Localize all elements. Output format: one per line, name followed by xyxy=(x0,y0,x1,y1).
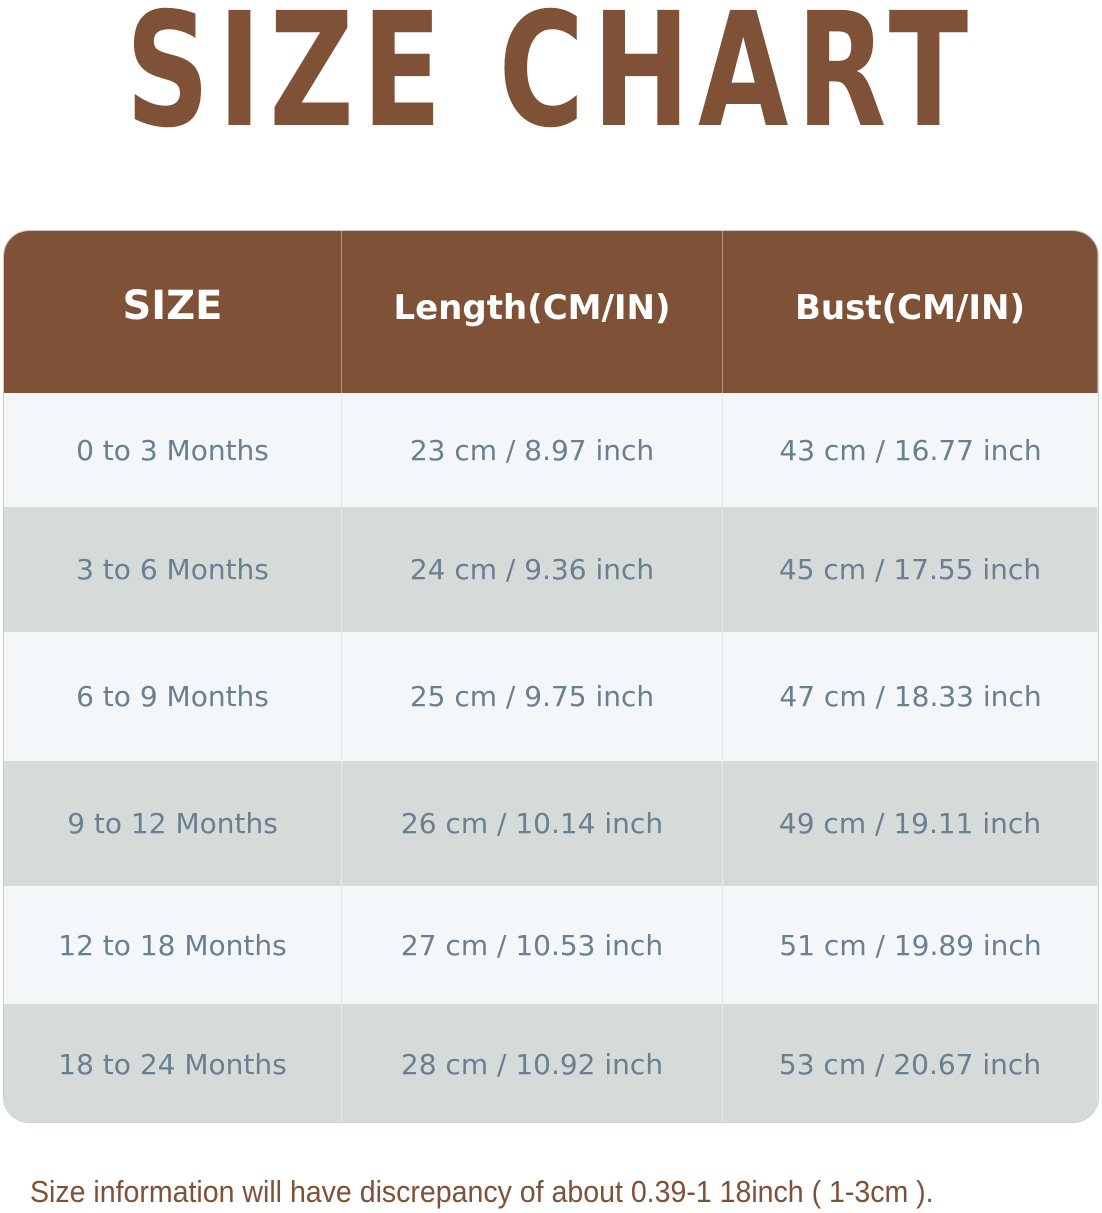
table-row: 9 to 12 Months 26 cm / 10.14 inch 49 cm … xyxy=(4,761,1098,886)
bust-cell: 51 cm / 19.89 inch xyxy=(779,928,1042,962)
size-cell: 6 to 9 Months xyxy=(4,632,342,761)
bust-cell: 49 cm / 19.11 inch xyxy=(723,761,1098,886)
table-row: 0 to 3 Months 23 cm / 8.97 inch 43 cm / … xyxy=(4,393,1098,507)
table-row: 12 to 18 Months 27 cm / 10.53 inch 51 cm… xyxy=(4,886,1098,1004)
table-row: 6 to 9 Months 25 cm / 9.75 inch 47 cm / … xyxy=(4,632,1098,761)
table-row: 18 to 24 Months 28 cm / 10.92 inch 53 cm… xyxy=(4,1004,1098,1122)
bust-cell: 45 cm / 17.55 inch xyxy=(723,507,1098,632)
size-cell: 9 to 12 Months xyxy=(4,761,342,886)
length-cell: 26 cm / 10.14 inch xyxy=(342,761,723,886)
size-cell: 0 to 3 Months xyxy=(4,393,342,507)
bust-cell: 43 cm / 16.77 inch xyxy=(779,433,1042,467)
length-cell: 27 cm / 10.53 inch xyxy=(342,886,723,1004)
discrepancy-note: Size information will have discrepancy o… xyxy=(30,1174,934,1209)
header-bust: Bust(CM/IN) xyxy=(723,231,1098,393)
length-cell: 28 cm / 10.92 inch xyxy=(342,1004,723,1122)
length-cell: 25 cm / 9.75 inch xyxy=(342,632,723,761)
length-cell: 23 cm / 8.97 inch xyxy=(342,393,723,507)
size-cell: 18 to 24 Months xyxy=(4,1004,342,1122)
table-header: SIZE Length(CM/IN) Bust(CM/IN) xyxy=(4,231,1098,393)
page-title: SIZE CHART xyxy=(125,0,977,163)
size-cell: 3 to 6 Months xyxy=(4,507,342,632)
header-length: Length(CM/IN) xyxy=(342,231,723,393)
bust-cell: 47 cm / 18.33 inch xyxy=(779,680,1042,713)
length-cell: 24 cm / 9.36 inch xyxy=(342,507,723,632)
table-row: 3 to 6 Months 24 cm / 9.36 inch 45 cm / … xyxy=(4,507,1098,632)
size-chart-table: SIZE Length(CM/IN) Bust(CM/IN) 0 to 3 Mo… xyxy=(3,230,1099,1123)
header-size: SIZE xyxy=(4,231,342,393)
bust-cell: 53 cm / 20.67 inch xyxy=(723,1004,1098,1122)
size-cell: 12 to 18 Months xyxy=(4,886,342,1004)
